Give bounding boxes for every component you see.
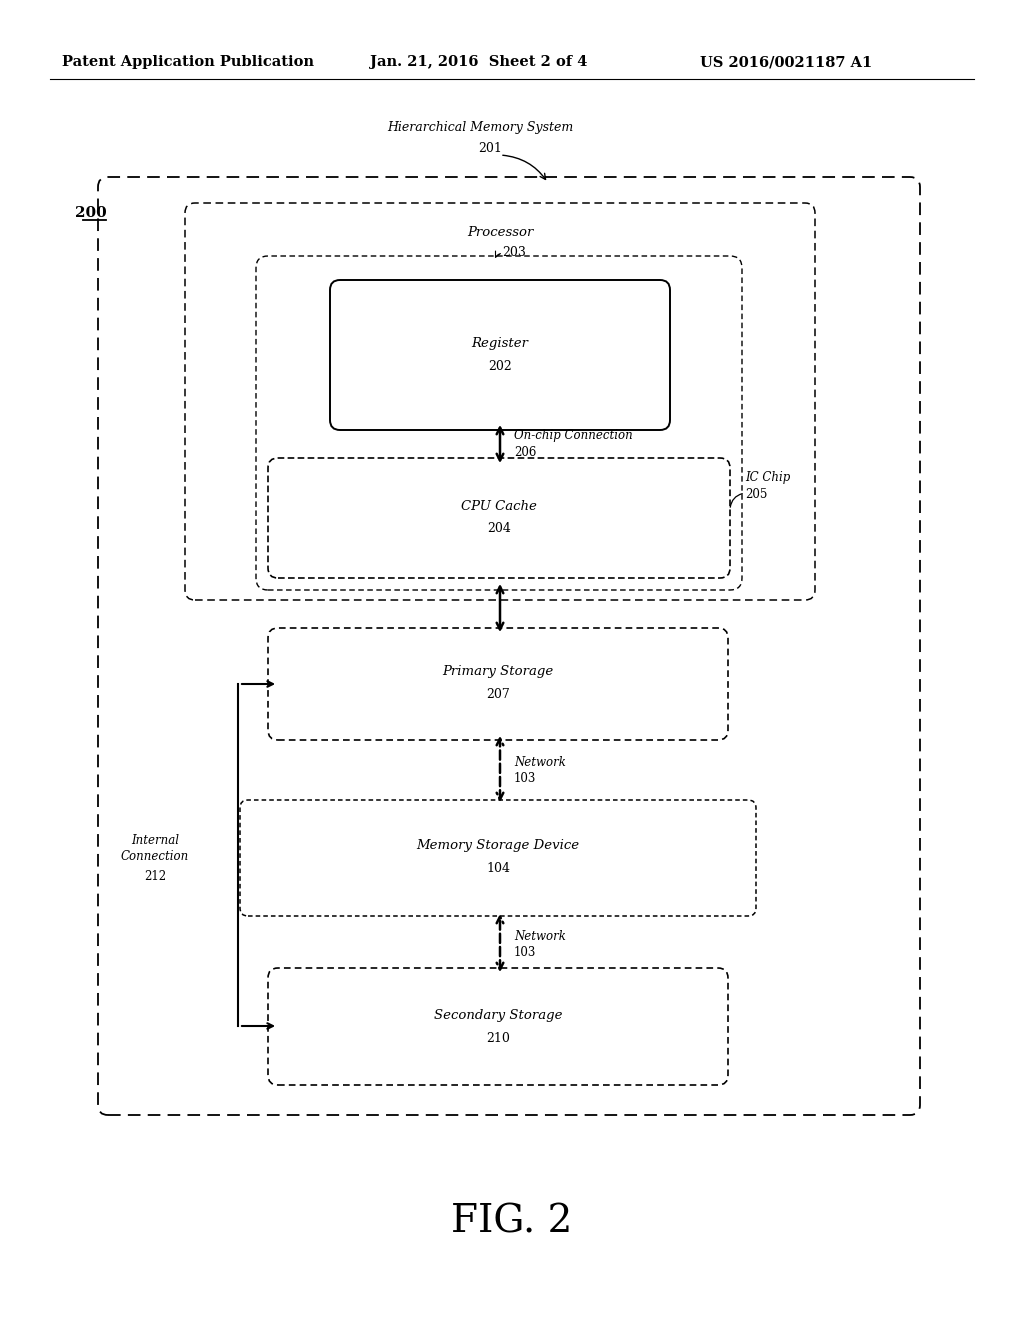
Text: CPU Cache: CPU Cache — [461, 499, 537, 512]
Text: Primary Storage: Primary Storage — [442, 665, 554, 678]
Text: 203: 203 — [502, 246, 526, 259]
Text: Secondary Storage: Secondary Storage — [434, 1008, 562, 1022]
Text: 206: 206 — [514, 446, 537, 458]
Text: 104: 104 — [486, 862, 510, 874]
Text: 207: 207 — [486, 688, 510, 701]
Text: FIG. 2: FIG. 2 — [452, 1204, 572, 1241]
Text: 212: 212 — [144, 870, 166, 883]
Text: 200: 200 — [75, 206, 106, 220]
Text: Patent Application Publication: Patent Application Publication — [62, 55, 314, 69]
Text: 201: 201 — [478, 141, 502, 154]
Text: On-chip Connection: On-chip Connection — [514, 429, 633, 442]
Text: 204: 204 — [487, 521, 511, 535]
Text: Connection: Connection — [121, 850, 189, 863]
Text: Internal: Internal — [131, 833, 179, 846]
Text: 103: 103 — [514, 772, 537, 785]
Text: 210: 210 — [486, 1031, 510, 1044]
Text: Network: Network — [514, 929, 566, 942]
Text: Network: Network — [514, 755, 566, 768]
Text: 103: 103 — [514, 946, 537, 960]
Text: Register: Register — [471, 338, 528, 351]
Text: Memory Storage Device: Memory Storage Device — [417, 840, 580, 853]
Text: IC Chip: IC Chip — [745, 471, 791, 484]
Text: 202: 202 — [488, 359, 512, 372]
Text: Processor: Processor — [467, 227, 534, 239]
Text: Jan. 21, 2016  Sheet 2 of 4: Jan. 21, 2016 Sheet 2 of 4 — [370, 55, 588, 69]
Text: Hierarchical Memory System: Hierarchical Memory System — [387, 121, 573, 135]
Text: 205: 205 — [745, 488, 767, 502]
Text: US 2016/0021187 A1: US 2016/0021187 A1 — [700, 55, 872, 69]
